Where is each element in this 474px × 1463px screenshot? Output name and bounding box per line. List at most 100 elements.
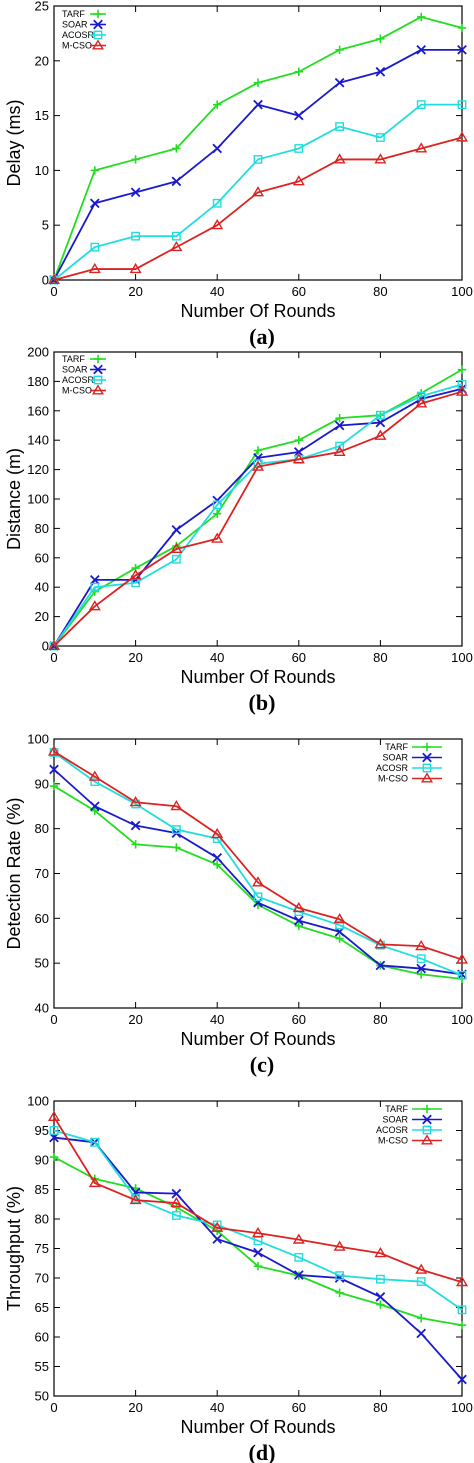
tarf-point-2 <box>131 155 140 164</box>
tarf-point-7 <box>335 413 344 423</box>
x-axis-label: Number Of Rounds <box>180 1029 335 1049</box>
m-cso-point-8 <box>374 429 387 440</box>
acosr-point-0 <box>49 1126 59 1135</box>
m-cso-point-8 <box>374 153 387 164</box>
y-tick-label: 20 <box>35 609 49 624</box>
soar-point-5 <box>253 99 263 110</box>
m-cso-point-2 <box>129 1193 142 1205</box>
acosr-point-7 <box>335 920 344 930</box>
y-tick-label: 40 <box>35 1001 49 1016</box>
soar-point-4 <box>212 1234 223 1244</box>
m-cso-point-0 <box>47 1110 61 1121</box>
legend-label-acosr: ACOSR <box>376 763 409 773</box>
m-cso-point-5 <box>251 460 265 471</box>
acosr-point-10 <box>457 970 467 980</box>
tarf-point-7 <box>335 45 344 55</box>
series-soar <box>49 764 467 980</box>
x-tick-label: 80 <box>373 1400 387 1415</box>
tarf-point-0 <box>49 1152 59 1162</box>
acosr-point-1 <box>90 1137 100 1147</box>
soar-line <box>53 768 463 976</box>
x-tick-label: 100 <box>451 284 473 299</box>
y-tick-label: 40 <box>35 580 49 595</box>
soar-point-0 <box>49 764 59 775</box>
acosr-point-1 <box>90 242 100 252</box>
soar-point-8 <box>375 66 386 77</box>
x-axis-label: Number Of Rounds <box>180 1417 335 1437</box>
y-tick-label: 160 <box>27 403 49 418</box>
acosr-line <box>53 383 463 647</box>
y-tick-label: 5 <box>42 218 49 233</box>
m-cso-point-6 <box>292 175 305 186</box>
soar-point-2 <box>130 820 141 831</box>
m-cso-point-6 <box>292 453 305 464</box>
m-cso-point-10 <box>455 131 469 142</box>
series-acosr <box>49 1126 467 1315</box>
legend-tarf-point-0 <box>93 9 103 19</box>
tarf-point-5 <box>253 1262 263 1271</box>
tarf-point-9 <box>417 12 426 22</box>
soar-line <box>53 387 463 647</box>
legend-label-soar: SOAR <box>382 1115 408 1125</box>
acosr-point-5 <box>253 155 263 164</box>
x-tick-label: 60 <box>292 1012 306 1027</box>
soar-point-8 <box>375 960 386 971</box>
legend-label-tarf: TARF <box>385 742 408 752</box>
y-tick-label: 65 <box>35 1300 49 1315</box>
tarf-point-9 <box>417 1313 426 1323</box>
tarf-point-10 <box>457 1321 467 1330</box>
plot-frame <box>53 351 463 647</box>
tarf-point-1 <box>90 806 99 815</box>
y-tick-label: 120 <box>27 462 49 477</box>
series-soar <box>49 45 467 285</box>
legend-label-m-cso: M-CSO <box>378 1136 408 1146</box>
x-tick-label: 80 <box>373 284 387 299</box>
m-cso-point-7 <box>333 1240 346 1251</box>
legend-soar-point-0 <box>422 752 432 763</box>
acosr-point-6 <box>294 1252 304 1262</box>
legend-label-m-cso: M-CSO <box>378 774 408 784</box>
m-cso-point-7 <box>333 913 346 924</box>
tarf-point-10 <box>457 365 467 374</box>
acosr-point-1 <box>90 777 100 786</box>
y-tick-label: 25 <box>35 0 49 14</box>
y-tick-label: 80 <box>35 521 49 536</box>
acosr-point-4 <box>212 500 222 510</box>
soar-point-6 <box>293 1270 304 1280</box>
m-cso-point-4 <box>211 827 224 839</box>
y-tick-label: 15 <box>35 108 49 123</box>
soar-point-7 <box>334 77 345 88</box>
tarf-point-3 <box>172 144 181 153</box>
y-axis-label: Delay (ms) <box>4 99 24 186</box>
tarf-point-6 <box>294 67 303 76</box>
legend-label-m-cso: M-CSO <box>62 386 92 396</box>
tarf-point-10 <box>457 23 467 33</box>
legend-acosr-point-0 <box>422 1125 432 1135</box>
acosr-point-4 <box>212 198 222 208</box>
subfigure-label: (d) <box>249 1440 276 1463</box>
m-cso-point-3 <box>170 542 183 554</box>
tarf-point-4 <box>213 509 222 518</box>
m-cso-point-3 <box>170 800 183 811</box>
m-cso-line <box>53 390 463 647</box>
tarf-point-7 <box>335 934 344 943</box>
chart-c: 0 20 40 60 80 100 40 50 60 70 80 90 100 Number Of Rou… <box>4 732 473 1078</box>
tarf-point-6 <box>294 436 303 445</box>
y-tick-label: 55 <box>35 1359 49 1374</box>
tarf-point-2 <box>131 840 140 849</box>
y-tick-label: 60 <box>35 1330 49 1345</box>
m-cso-point-7 <box>333 445 346 457</box>
x-tick-label: 40 <box>210 284 224 299</box>
acosr-point-6 <box>294 144 304 153</box>
soar-point-4 <box>212 143 223 154</box>
soar-point-3 <box>171 176 182 187</box>
legend-tarf-point-0 <box>422 742 432 752</box>
y-tick-label: 90 <box>35 1153 49 1168</box>
chart-a: 0 20 40 60 80 100 0 5 10 15 20 25 Number Of Rounds De… <box>4 0 473 349</box>
x-tick-label: 60 <box>292 1400 306 1415</box>
x-tick-label: 100 <box>451 1400 473 1415</box>
m-cso-point-9 <box>415 397 428 408</box>
soar-point-9 <box>416 1328 427 1339</box>
